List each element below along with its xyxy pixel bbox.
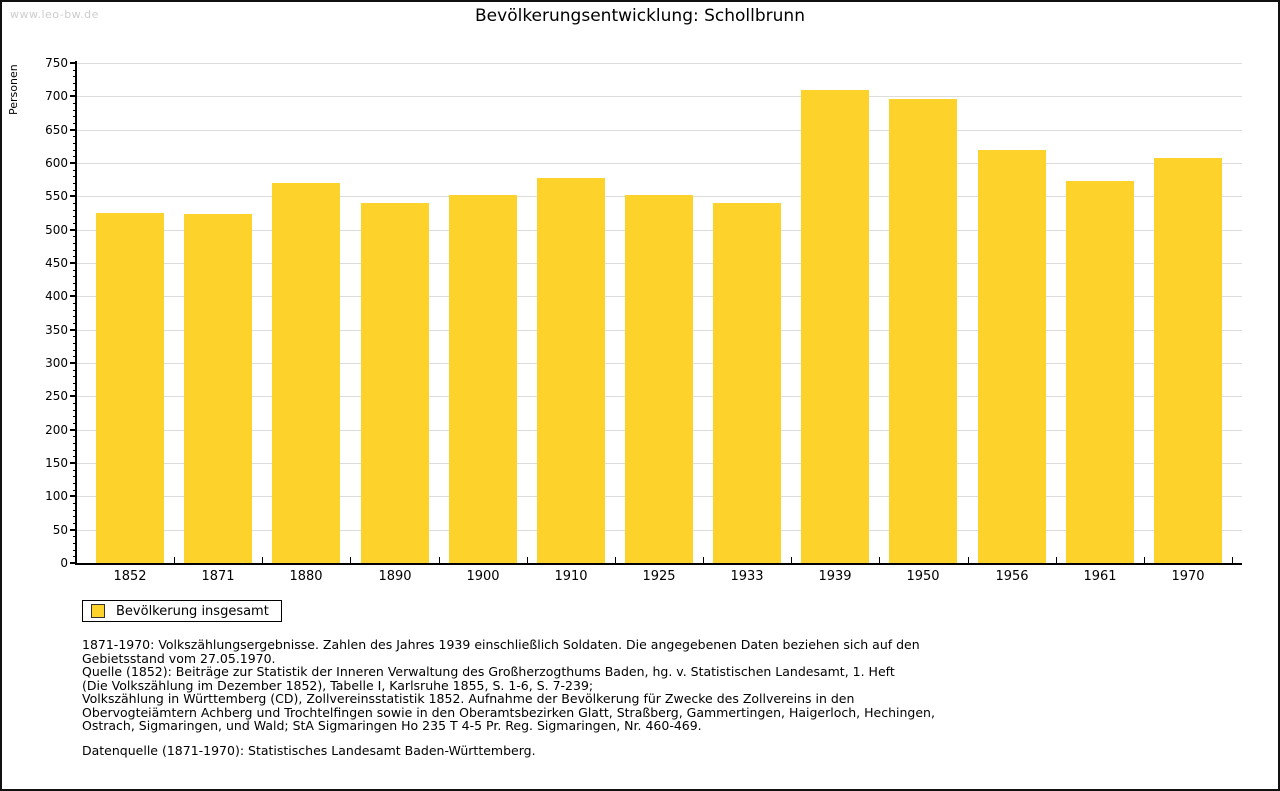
y-tick-label: 150 xyxy=(45,456,68,470)
y-tick-major xyxy=(70,462,77,464)
x-axis-label: 1890 xyxy=(378,569,412,584)
y-tick-label: 500 xyxy=(45,223,68,237)
y-tick-major xyxy=(70,362,77,364)
x-boundary-tick xyxy=(439,557,440,563)
x-boundary-tick xyxy=(350,557,351,563)
watermark: www.leo-bw.de xyxy=(10,8,99,21)
y-tick-major xyxy=(70,129,77,131)
y-tick-label: 450 xyxy=(45,256,68,270)
bar xyxy=(889,99,957,563)
footnote-line: Ostrach, Sigmaringen, und Wald; StA Sigm… xyxy=(82,718,702,733)
x-axis-label: 1970 xyxy=(1171,569,1205,584)
footnote-line: Volkszählung in Württemberg (CD), Zollve… xyxy=(82,691,855,706)
x-boundary-tick xyxy=(1232,557,1233,563)
y-tick-label: 600 xyxy=(45,156,68,170)
x-axis-label: 1950 xyxy=(906,569,940,584)
bar xyxy=(801,90,869,563)
bar xyxy=(272,183,340,563)
datasource-line: Datenquelle (1871-1970): Statistisches L… xyxy=(82,743,536,758)
bar xyxy=(449,195,517,563)
y-axis xyxy=(75,61,77,563)
y-tick-label: 700 xyxy=(45,89,68,103)
footnote-line: Obervogteiämtern Achberg und Trochtelfin… xyxy=(82,704,935,720)
y-tick-label: 100 xyxy=(45,489,68,503)
x-boundary-tick xyxy=(1056,557,1057,563)
gridline xyxy=(77,130,1242,131)
x-axis-label: 1933 xyxy=(730,569,764,584)
y-tick-major xyxy=(70,495,77,497)
y-tick-major xyxy=(70,62,77,64)
x-boundary-tick xyxy=(791,557,792,563)
x-boundary-tick xyxy=(262,557,263,563)
y-tick-label: 200 xyxy=(45,423,68,437)
x-axis-label: 1925 xyxy=(642,569,676,584)
x-boundary-tick xyxy=(703,557,704,563)
y-tick-major xyxy=(70,229,77,231)
x-axis-label: 1880 xyxy=(289,569,323,584)
y-tick-label: 250 xyxy=(45,389,68,403)
gridline xyxy=(77,63,1242,64)
y-tick-label: 550 xyxy=(45,189,68,203)
y-tick-label: 750 xyxy=(45,56,68,70)
y-tick-label: 300 xyxy=(45,356,68,370)
y-tick-label: 650 xyxy=(45,123,68,137)
footnote-line: Quelle (1852): Beiträge zur Statistik de… xyxy=(82,664,895,679)
x-boundary-tick xyxy=(1144,557,1145,563)
y-tick-label: 400 xyxy=(45,289,68,303)
x-boundary-tick xyxy=(879,557,880,563)
bar xyxy=(537,178,605,563)
chart-title: Bevölkerungsentwicklung: Schollbrunn xyxy=(475,6,805,26)
y-tick-major xyxy=(70,562,77,564)
x-axis-label: 1939 xyxy=(818,569,852,584)
x-axis-label: 1852 xyxy=(113,569,147,584)
legend: Bevölkerung insgesamt xyxy=(82,600,282,622)
footnote-line: Gebietsstand vom 27.05.1970. xyxy=(82,650,276,666)
x-boundary-tick xyxy=(527,557,528,563)
y-tick-major xyxy=(70,329,77,331)
bar xyxy=(361,203,429,563)
y-tick-major xyxy=(70,95,77,97)
y-tick-label: 350 xyxy=(45,323,68,337)
y-tick-major xyxy=(70,295,77,297)
x-axis-label: 1910 xyxy=(554,569,588,584)
bar xyxy=(625,195,693,563)
footnotes: 1871-1970: Volkszählungsergebnisse. Zahl… xyxy=(82,638,935,733)
y-tick-label: 50 xyxy=(52,523,68,537)
footnote-line: (Die Volkszählung im Dezember 1852), Tab… xyxy=(82,677,594,693)
footnote-line: 1871-1970: Volkszählungsergebnisse. Zahl… xyxy=(82,637,920,652)
y-tick-major xyxy=(70,429,77,431)
x-boundary-tick xyxy=(174,557,175,563)
x-axis-label: 1871 xyxy=(201,569,235,584)
gridline xyxy=(77,96,1242,97)
gridline xyxy=(77,163,1242,164)
bar xyxy=(1154,158,1222,563)
legend-swatch-icon xyxy=(91,604,105,618)
y-tick-major xyxy=(70,395,77,397)
x-axis-label: 1900 xyxy=(466,569,500,584)
y-tick-major xyxy=(70,262,77,264)
bar xyxy=(1066,181,1134,563)
x-axis-label: 1956 xyxy=(995,569,1029,584)
legend-label: Bevölkerung insgesamt xyxy=(116,603,269,619)
y-tick-major xyxy=(70,529,77,531)
y-tick-label: 0 xyxy=(60,556,68,570)
bar xyxy=(713,203,781,563)
x-boundary-tick xyxy=(615,557,616,563)
bar xyxy=(978,150,1046,563)
y-tick-major xyxy=(70,195,77,197)
bar xyxy=(96,213,164,563)
x-axis xyxy=(75,563,1242,565)
y-tick-major xyxy=(70,162,77,164)
bar xyxy=(184,214,252,563)
x-axis-label: 1961 xyxy=(1083,569,1117,584)
x-boundary-tick xyxy=(968,557,969,563)
